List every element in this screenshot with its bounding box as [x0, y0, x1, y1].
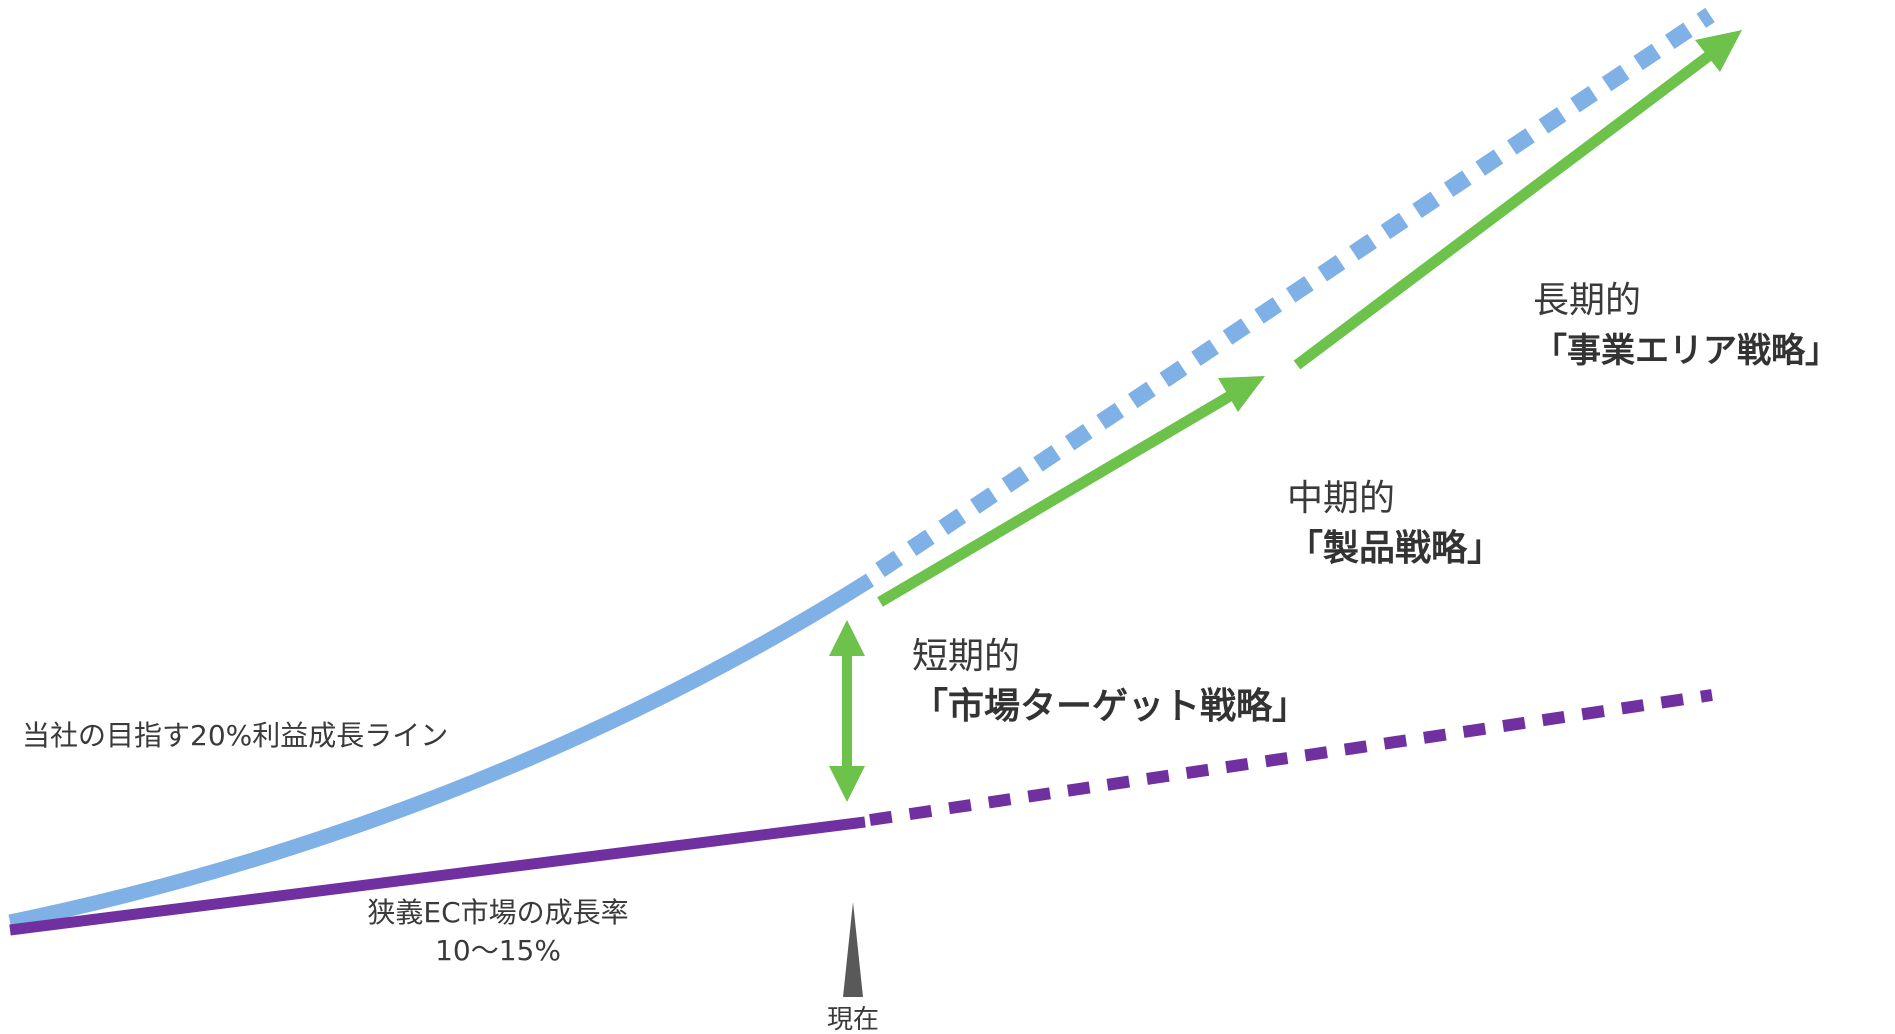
- market-line-label-1: 狭義EC市場の成長率: [367, 896, 628, 929]
- long-term-strategy-arrow: [1293, 30, 1742, 370]
- mid-term-strategy-label: 「製品戦略」: [1287, 528, 1503, 569]
- company-growth-line-dashed: [875, 7, 1715, 578]
- market-growth-line-dashed: [869, 689, 1713, 826]
- market-line-label-2: 10〜15%: [435, 934, 561, 967]
- long-term-strategy-label: 「事業エリア戦略」: [1533, 331, 1839, 371]
- now-marker-icon: [843, 902, 863, 997]
- short-term-period-label: 短期的: [912, 636, 1020, 677]
- mid-term-period-label: 中期的: [1287, 478, 1395, 519]
- mid-term-strategy-arrow: [877, 376, 1265, 607]
- now-label: 現在: [827, 1005, 879, 1034]
- long-term-period-label: 長期的: [1533, 280, 1641, 321]
- short-term-strategy-label: 「市場ターゲット戦略」: [912, 686, 1308, 727]
- company-line-label: 当社の目指す20%利益成長ライン: [22, 719, 448, 752]
- short-term-gap-arrow: [829, 620, 865, 802]
- market-growth-line-solid: [9, 816, 866, 936]
- company-growth-line-solid: [8, 573, 874, 930]
